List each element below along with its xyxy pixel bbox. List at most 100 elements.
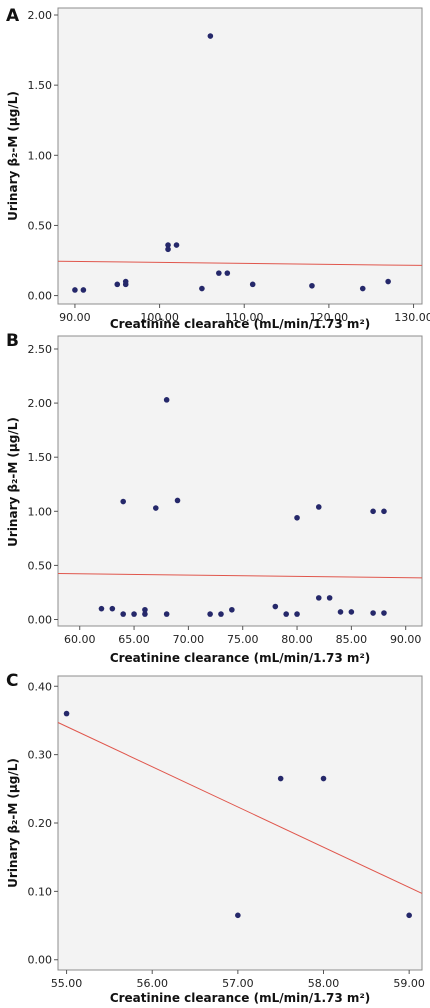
x-tick-label: 75.00 bbox=[227, 633, 259, 646]
data-point bbox=[406, 912, 412, 919]
data-point bbox=[199, 285, 205, 292]
x-tick-label: 85.00 bbox=[336, 633, 368, 646]
x-tick-label: 110.00 bbox=[225, 311, 264, 324]
data-point bbox=[315, 504, 322, 510]
x-tick-label: 120.00 bbox=[310, 311, 349, 324]
plot-area-a bbox=[57, 7, 423, 305]
data-point bbox=[173, 242, 180, 248]
y-tick-label: 0.40 bbox=[28, 680, 53, 693]
data-point bbox=[229, 606, 235, 613]
x-axis-title-b: Creatinine clearance (mL/min/1.73 m²) bbox=[110, 651, 370, 665]
fit-line-a bbox=[57, 260, 423, 266]
scatter-plot-b: B 0.00 0.50 1.00 1.50 2.00 2.50 60.00 65.00 70.… bbox=[6, 331, 423, 665]
data-point bbox=[294, 611, 300, 617]
data-point bbox=[337, 609, 344, 615]
x-tick-label: 59.00 bbox=[393, 977, 425, 990]
y-axis-title-b: Urinary β₂-M (μg/L) bbox=[6, 417, 20, 547]
x-tick-label: 90.00 bbox=[59, 311, 91, 324]
fit-line-b bbox=[57, 573, 423, 579]
data-point bbox=[72, 287, 78, 293]
x-tick-label: 60.00 bbox=[64, 633, 96, 646]
y-tick-label: 0.50 bbox=[28, 559, 53, 572]
data-point bbox=[326, 595, 333, 601]
data-point bbox=[283, 611, 289, 617]
y-tick-label: 1.00 bbox=[28, 149, 53, 162]
data-point bbox=[109, 605, 116, 612]
x-axis-b: 60.00 65.00 70.00 75.00 80.00 85.00 90.00 bbox=[64, 626, 421, 646]
data-points-b bbox=[98, 397, 387, 617]
data-point bbox=[359, 285, 366, 292]
data-point bbox=[385, 278, 391, 285]
fit-line-c bbox=[57, 722, 423, 894]
data-point bbox=[370, 610, 376, 616]
data-point bbox=[277, 775, 284, 782]
x-tick-label: 70.00 bbox=[173, 633, 205, 646]
y-tick-label: 0.50 bbox=[28, 219, 53, 232]
y-tick-label: 2.50 bbox=[28, 343, 53, 356]
x-tick-label: 57.00 bbox=[222, 977, 254, 990]
data-point bbox=[120, 498, 126, 505]
chart-panel-c: C 0.00 0.10 0.20 0.30 0.40 55.00 56.00 57.00 58… bbox=[0, 668, 430, 1005]
y-axis-title-a: Urinary β₂-M (μg/L) bbox=[6, 91, 20, 221]
data-point bbox=[309, 282, 315, 289]
y-tick-label: 0.00 bbox=[28, 290, 53, 303]
data-point bbox=[207, 611, 213, 617]
data-point bbox=[122, 278, 129, 285]
data-point bbox=[381, 508, 387, 515]
chart-panel-b: B 0.00 0.50 1.00 1.50 2.00 2.50 60.00 65.00 70.… bbox=[0, 330, 430, 665]
data-point bbox=[152, 505, 159, 511]
y-tick-label: 0.00 bbox=[28, 614, 53, 627]
x-axis-title-a: Creatinine clearance (mL/min/1.73 m²) bbox=[110, 317, 370, 331]
x-axis-a: 90.00 100.00 110.00 120.00 130.00 bbox=[59, 304, 430, 324]
y-tick-label: 1.50 bbox=[28, 79, 53, 92]
x-tick-label: 100.00 bbox=[140, 311, 179, 324]
data-point bbox=[235, 912, 241, 919]
data-point bbox=[218, 611, 224, 617]
data-points-c bbox=[63, 710, 412, 919]
data-point bbox=[216, 270, 222, 276]
data-point bbox=[165, 246, 171, 253]
data-point bbox=[294, 514, 300, 521]
y-tick-label: 0.20 bbox=[28, 817, 53, 830]
data-point bbox=[142, 611, 148, 617]
data-point bbox=[174, 497, 181, 504]
y-tick-label: 0.30 bbox=[28, 749, 53, 762]
y-axis-a: 0.00 0.50 1.00 1.50 2.00 bbox=[28, 9, 58, 303]
x-tick-label: 55.00 bbox=[51, 977, 83, 990]
panel-label-b: B bbox=[6, 331, 19, 351]
data-point bbox=[320, 775, 327, 782]
data-points-a bbox=[72, 33, 391, 293]
data-point bbox=[348, 609, 355, 615]
x-tick-label: 130.00 bbox=[394, 311, 430, 324]
data-point bbox=[114, 281, 121, 288]
data-point bbox=[207, 33, 214, 39]
data-point bbox=[272, 603, 279, 610]
plot-area-c bbox=[57, 675, 423, 971]
x-tick-label: 65.00 bbox=[118, 633, 150, 646]
data-point bbox=[120, 611, 126, 617]
y-tick-label: 1.00 bbox=[28, 505, 53, 518]
y-tick-label: 0.00 bbox=[28, 954, 53, 967]
y-tick-label: 1.50 bbox=[28, 451, 53, 464]
y-tick-label: 2.00 bbox=[28, 397, 53, 410]
data-point bbox=[249, 281, 256, 288]
data-point bbox=[381, 610, 387, 616]
data-point bbox=[131, 611, 137, 617]
x-axis-title-c: Creatinine clearance (mL/min/1.73 m²) bbox=[110, 991, 370, 1005]
x-tick-label: 58.00 bbox=[308, 977, 340, 990]
scatter-plot-c: C 0.00 0.10 0.20 0.30 0.40 55.00 56.00 57.00 58… bbox=[6, 671, 425, 1005]
panel-label-c: C bbox=[6, 671, 18, 691]
chart-panel-a: A 0.00 0.50 1.00 1.50 2.00 90.00 100.00 110.00… bbox=[0, 0, 430, 331]
data-point bbox=[370, 508, 376, 515]
panel-label-a: A bbox=[6, 6, 20, 26]
scatter-plot-a: A 0.00 0.50 1.00 1.50 2.00 90.00 100.00 110.00… bbox=[6, 6, 430, 331]
x-tick-label: 56.00 bbox=[136, 977, 168, 990]
data-point bbox=[98, 605, 105, 612]
x-tick-label: 80.00 bbox=[281, 633, 313, 646]
y-axis-c: 0.00 0.10 0.20 0.30 0.40 bbox=[28, 680, 58, 967]
y-axis-b: 0.00 0.50 1.00 1.50 2.00 2.50 bbox=[28, 343, 58, 627]
data-point bbox=[163, 611, 170, 617]
y-tick-label: 0.10 bbox=[28, 885, 53, 898]
plot-area-b bbox=[57, 335, 423, 627]
data-point bbox=[315, 595, 322, 601]
